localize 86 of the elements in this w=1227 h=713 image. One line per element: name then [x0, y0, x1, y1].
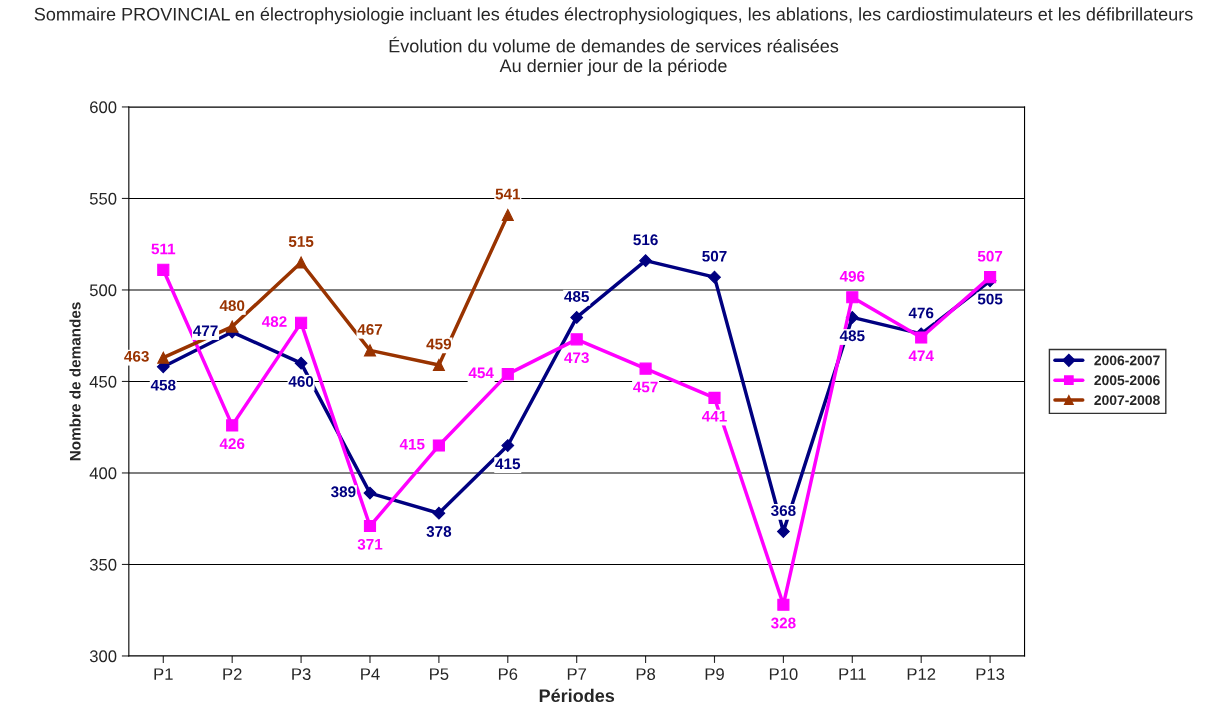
point	[708, 391, 721, 404]
point	[570, 333, 583, 346]
legend-label: 2007-2008	[1094, 395, 1160, 406]
data-label: 477	[193, 325, 218, 336]
data-label: 328	[771, 617, 796, 629]
point	[984, 271, 997, 284]
data-label: 457	[633, 381, 658, 393]
x-tick-label: P8	[636, 668, 656, 681]
data-label: 467	[357, 324, 383, 335]
legend-label: 2005-2006	[1094, 375, 1160, 386]
data-label: 476	[908, 307, 934, 319]
y-tick-label: 400	[89, 467, 117, 480]
point	[432, 506, 446, 520]
data-label: 463	[124, 350, 149, 362]
data-label: 378	[426, 526, 452, 537]
data-label: 458	[150, 379, 176, 391]
point	[295, 256, 308, 269]
chart-subtitle: Évolution du volume de demandes de services réalisées Au dernier jour de la période	[389, 36, 839, 76]
data-label: 426	[219, 438, 245, 450]
point	[432, 439, 445, 452]
data-label: 368	[771, 505, 796, 517]
x-tick-label: P6	[498, 668, 518, 681]
point	[363, 519, 377, 533]
data-label: 516	[633, 234, 658, 246]
point	[501, 439, 515, 452]
y-tick-label: 350	[89, 558, 117, 571]
x-tick-label: P10	[769, 668, 798, 681]
y-tick-label: 450	[89, 375, 117, 388]
data-label: 473	[564, 352, 589, 364]
x-tick-label: P7	[567, 668, 587, 680]
data-label: 415	[495, 458, 521, 470]
point	[226, 320, 239, 333]
point	[363, 486, 377, 500]
x-tick-label: P12	[907, 668, 936, 680]
data-label: 507	[977, 250, 1003, 262]
point	[295, 316, 308, 329]
y-tick-label: 300	[89, 650, 117, 663]
x-tick-label: P4	[361, 668, 380, 680]
point	[501, 368, 514, 381]
data-label: 371	[357, 538, 383, 550]
point	[157, 263, 170, 276]
y-tick-label: 550	[89, 192, 117, 205]
x-tick-label: P5	[430, 668, 449, 681]
point	[639, 254, 652, 268]
point	[157, 351, 170, 364]
point	[776, 525, 790, 538]
data-label: 482	[261, 316, 287, 327]
data-label: 474	[908, 350, 934, 362]
legend-label: 2006-2007	[1094, 355, 1160, 366]
point	[708, 270, 721, 284]
data-label: 505	[977, 293, 1003, 305]
x-tick-label: P11	[839, 668, 866, 680]
point	[570, 310, 584, 324]
data-label: 441	[701, 410, 727, 422]
data-label: 541	[495, 188, 521, 200]
point	[777, 598, 790, 611]
x-tick-label: P9	[705, 668, 724, 681]
data-label: 480	[219, 300, 245, 312]
x-tick-label: P13	[976, 668, 1005, 681]
x-tick-label: P3	[292, 668, 311, 681]
x-tick-label: P2	[223, 668, 242, 680]
point	[915, 331, 928, 344]
data-label: 485	[564, 291, 590, 302]
point	[846, 291, 859, 304]
y-tick-label: 500	[89, 284, 117, 297]
x-axis-title: Périodes	[539, 688, 615, 703]
data-label: 454	[468, 367, 494, 379]
data-label: 485	[839, 330, 865, 342]
point	[226, 419, 239, 432]
data-label: 389	[330, 486, 356, 498]
point	[294, 356, 308, 370]
data-label: 459	[426, 338, 452, 350]
data-label: 415	[399, 438, 425, 450]
x-tick-label: P1	[154, 668, 173, 680]
data-label: 515	[288, 236, 314, 247]
data-label: 511	[151, 243, 176, 255]
point	[432, 358, 445, 372]
point	[501, 208, 514, 221]
data-label: 496	[839, 270, 865, 282]
y-axis-title: Nombre de demandes	[69, 302, 81, 461]
y-tick-label: 600	[90, 101, 117, 114]
data-label: 507	[702, 250, 727, 262]
point	[363, 344, 377, 357]
point	[639, 362, 652, 375]
chart-title: Sommaire PROVINCIAL en électrophysiologie incluant les études électrophysiologiques, les ablations, les cardiostimulateurs et les défibrillateurs	[34, 7, 1193, 25]
data-label: 460	[288, 376, 314, 387]
